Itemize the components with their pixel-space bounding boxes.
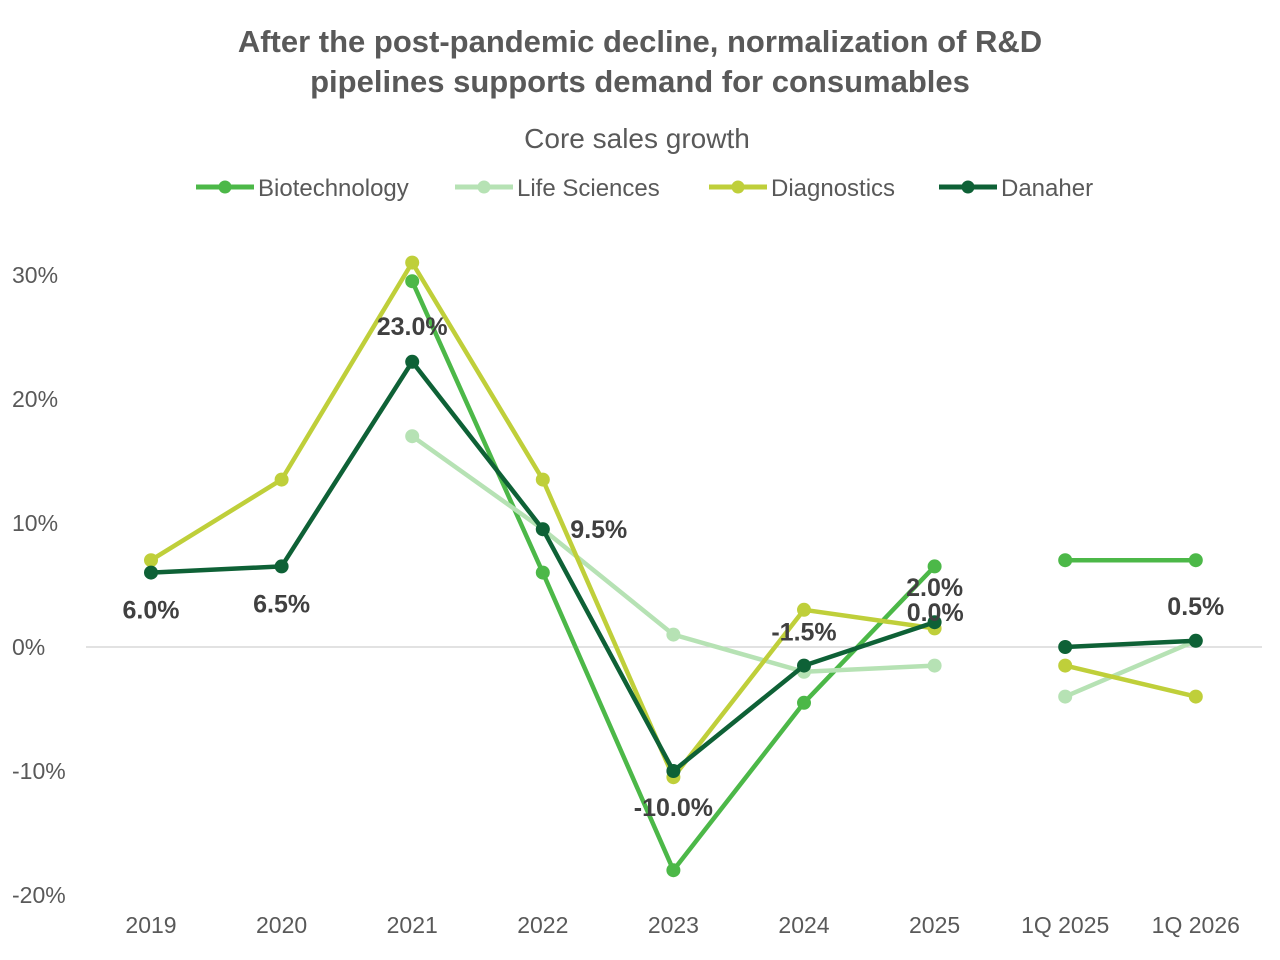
legend-label: Diagnostics <box>771 175 895 202</box>
series-line <box>1062 638 1199 650</box>
x-tick-label: 2019 <box>125 912 176 938</box>
data-labels: 6.0% 6.5% 23.0% 9.5% -10.0% -1.5% 2.0%0.0% 0.5% <box>123 313 1225 822</box>
data-point <box>1058 640 1073 654</box>
x-tick-label: 2022 <box>517 912 568 938</box>
data-point <box>1188 689 1203 704</box>
data-point <box>535 522 550 537</box>
legend-marker <box>731 180 745 194</box>
data-label: 2.0% <box>906 574 963 602</box>
data-point <box>927 559 942 574</box>
data-point <box>274 559 289 574</box>
data-point <box>797 602 811 617</box>
x-tick-label: 2020 <box>256 912 307 938</box>
data-point <box>405 255 420 270</box>
data-point <box>797 695 811 710</box>
data-label: -10.0% <box>634 794 713 822</box>
legend-item-life-sciences: Life Sciences <box>455 175 660 202</box>
data-label: 6.0% <box>123 597 180 625</box>
data-label: 23.0% <box>377 313 448 341</box>
legend-label: Danaher <box>1001 175 1093 202</box>
data-point <box>405 274 420 289</box>
data-point <box>1058 553 1073 568</box>
y-tick-label: -10% <box>12 758 66 784</box>
data-point <box>405 354 420 369</box>
chart-title-line-2: pipelines supports demand for consumable… <box>310 64 970 99</box>
y-tick-label: 30% <box>12 262 58 288</box>
series-diagnostics <box>144 255 1203 785</box>
series-danaher <box>144 354 1203 778</box>
data-point <box>1188 553 1203 568</box>
legend-item-biotechnology: Biotechnology <box>196 175 409 202</box>
y-tick-label: 10% <box>12 510 58 536</box>
legend: Biotechnology Life Sciences Diagnostics Dan… <box>196 175 1093 202</box>
series-line <box>1062 663 1199 699</box>
data-point <box>797 658 811 673</box>
y-tick-label: 20% <box>12 386 58 412</box>
data-point <box>144 553 158 568</box>
data-point <box>1188 633 1203 648</box>
data-label: -1.5% <box>771 619 836 647</box>
x-tick-label: 2023 <box>648 912 699 938</box>
x-tick-label: 1Q 2026 <box>1152 912 1240 938</box>
data-label: 9.5% <box>570 516 627 544</box>
data-point <box>666 764 681 778</box>
data-point <box>1058 658 1073 673</box>
data-label: 0.5% <box>1167 593 1224 621</box>
plot-area <box>144 255 1203 878</box>
data-label: 6.5% <box>253 590 310 618</box>
chart-subtitle: Core sales growth <box>524 123 750 154</box>
x-tick-label: 2025 <box>909 912 960 938</box>
series-biotechnology <box>405 274 1203 878</box>
y-tick-label: 0% <box>12 634 45 660</box>
y-tick-label: -20% <box>12 882 66 908</box>
legend-marker <box>477 180 491 194</box>
legend-marker <box>961 180 975 194</box>
legend-item-diagnostics: Diagnostics <box>709 175 895 202</box>
data-point <box>405 429 420 444</box>
data-point <box>927 615 942 630</box>
data-point <box>1058 689 1073 704</box>
data-point <box>535 565 550 580</box>
data-point <box>274 472 289 487</box>
data-point <box>144 565 158 580</box>
legend-marker <box>218 180 232 194</box>
data-point <box>927 658 942 673</box>
x-tick-label: 1Q 2025 <box>1021 912 1109 938</box>
legend-label: Biotechnology <box>258 175 409 202</box>
data-point <box>666 863 681 878</box>
data-label: 0.0% <box>907 599 964 627</box>
chart-title-line-1: After the post-pandemic decline, normali… <box>238 24 1042 59</box>
x-axis: 2019 2020 2021 2022 2023 2024 2025 1Q 2025 1Q 20… <box>125 912 1240 938</box>
legend-label: Life Sciences <box>517 175 660 202</box>
series-line <box>148 260 937 780</box>
data-point <box>666 627 681 642</box>
legend-item-danaher: Danaher <box>939 175 1093 202</box>
series-line <box>1062 638 1199 699</box>
x-tick-label: 2024 <box>778 912 829 938</box>
data-point <box>535 472 550 487</box>
x-tick-label: 2021 <box>387 912 438 938</box>
